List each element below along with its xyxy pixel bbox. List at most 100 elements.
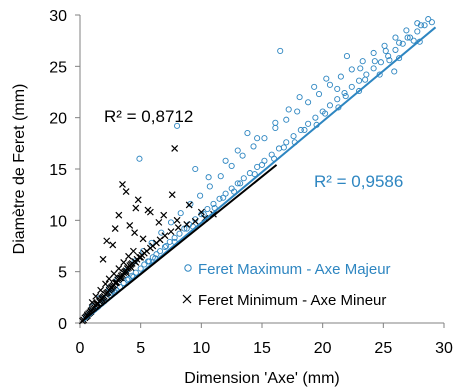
y-tick-label: 15 bbox=[49, 162, 67, 179]
data-point-feret-min bbox=[191, 217, 199, 225]
data-point-feret-max bbox=[392, 34, 399, 41]
data-point-feret-min bbox=[103, 237, 111, 245]
y-tick-label: 10 bbox=[49, 213, 67, 230]
data-point-feret-max bbox=[283, 139, 290, 146]
data-point-feret-max bbox=[334, 85, 341, 92]
data-point-feret-max bbox=[357, 65, 364, 72]
data-point-feret-max bbox=[250, 143, 257, 150]
data-point-feret-max bbox=[386, 57, 393, 64]
data-point-feret-max bbox=[204, 205, 211, 213]
data-point-feret-max bbox=[301, 126, 308, 134]
data-point-feret-max bbox=[206, 183, 213, 190]
legend-marker-min bbox=[182, 294, 192, 304]
data-point-feret-max bbox=[280, 144, 287, 151]
data-point-feret-max bbox=[157, 248, 164, 255]
data-point-feret-max bbox=[153, 251, 160, 258]
data-point-feret-min bbox=[132, 204, 140, 212]
data-point-feret-max bbox=[326, 81, 333, 88]
data-point-feret-min bbox=[99, 255, 107, 263]
data-point-feret-max bbox=[362, 76, 369, 83]
data-point-feret-max bbox=[234, 147, 241, 154]
data-point-feret-max bbox=[146, 258, 153, 265]
r2-label-min: R² = 0,8712 bbox=[104, 107, 193, 126]
y-tick-label: 5 bbox=[58, 265, 67, 282]
x-tick-label: 30 bbox=[435, 340, 453, 357]
data-point-feret-max bbox=[141, 261, 148, 268]
plot-area: 0 5 10 15 20 25 30 0 5 10 15 20 25 30 bbox=[49, 8, 453, 357]
y-tick-label: 25 bbox=[49, 59, 67, 76]
data-point-feret-max bbox=[323, 75, 330, 82]
data-point-feret-min bbox=[155, 218, 163, 226]
data-point-feret-max bbox=[158, 229, 165, 236]
x-tick-label: 0 bbox=[76, 340, 85, 357]
data-point-feret-max bbox=[403, 27, 410, 34]
legend-label-min: Feret Minimum - Axe Mineur bbox=[198, 292, 386, 309]
data-point-feret-min bbox=[173, 216, 181, 224]
y-ticks: 0 5 10 15 20 25 30 bbox=[49, 8, 80, 333]
legend-label-max: Feret Maximum - Axe Majeur bbox=[198, 261, 391, 278]
data-point-feret-max bbox=[192, 165, 199, 173]
data-point-feret-max bbox=[376, 71, 383, 78]
data-point-feret-max bbox=[246, 170, 253, 177]
data-point-feret-max bbox=[311, 83, 318, 90]
legend: Feret Maximum - Axe Majeur Feret Minimum… bbox=[182, 261, 391, 309]
data-point-feret-max bbox=[205, 174, 212, 181]
x-tick-label: 5 bbox=[136, 340, 145, 357]
data-point-feret-max bbox=[237, 180, 244, 187]
data-point-feret-max bbox=[177, 210, 184, 217]
data-point-feret-max bbox=[348, 66, 355, 73]
data-point-feret-max bbox=[370, 65, 377, 72]
data-point-feret-max bbox=[296, 94, 303, 101]
series-feret-minimum-points bbox=[79, 145, 217, 325]
data-point-feret-max bbox=[251, 171, 258, 178]
data-point-feret-max bbox=[341, 89, 348, 97]
data-point-feret-max bbox=[174, 122, 181, 129]
data-point-feret-max bbox=[129, 272, 136, 279]
data-point-feret-max bbox=[137, 265, 144, 272]
y-tick-label: 30 bbox=[49, 8, 67, 25]
data-point-feret-max bbox=[356, 87, 363, 95]
data-point-feret-max bbox=[216, 195, 223, 202]
data-point-feret-max bbox=[272, 124, 279, 131]
x-axis-title: Dimension 'Axe' (mm) bbox=[184, 370, 339, 387]
data-point-feret-min bbox=[171, 145, 179, 152]
data-point-feret-max bbox=[210, 200, 217, 207]
trendlines bbox=[80, 26, 437, 323]
data-point-feret-max bbox=[337, 73, 344, 80]
x-ticks: 0 5 10 15 20 25 30 bbox=[76, 323, 453, 357]
data-point-feret-max bbox=[417, 22, 424, 29]
data-point-feret-max bbox=[258, 161, 266, 168]
data-point-feret-max bbox=[197, 192, 204, 199]
data-point-feret-max bbox=[183, 225, 190, 232]
y-tick-label: 0 bbox=[58, 316, 67, 333]
data-point-feret-max bbox=[239, 152, 246, 159]
data-point-feret-max bbox=[275, 145, 283, 152]
data-point-feret-max bbox=[277, 47, 284, 54]
data-point-feret-max bbox=[290, 133, 297, 140]
data-point-feret-max bbox=[228, 162, 235, 169]
data-point-feret-max bbox=[428, 19, 435, 26]
data-point-feret-max bbox=[414, 28, 421, 35]
data-point-feret-min bbox=[197, 208, 205, 216]
data-point-feret-min bbox=[102, 280, 109, 288]
data-point-feret-max bbox=[406, 34, 414, 41]
data-point-feret-min bbox=[168, 191, 176, 199]
trendline-feret-min bbox=[80, 164, 278, 323]
data-point-feret-min bbox=[144, 206, 152, 214]
data-point-feret-max bbox=[342, 93, 349, 100]
data-point-feret-min bbox=[139, 235, 147, 243]
y-axis-title: Diamètre de Feret (mm) bbox=[11, 84, 28, 255]
x-tick-label: 25 bbox=[374, 340, 392, 357]
data-point-feret-max bbox=[410, 37, 417, 44]
data-point-feret-max bbox=[222, 157, 229, 164]
data-point-feret-max bbox=[399, 40, 406, 47]
data-point-feret-max bbox=[254, 135, 261, 142]
data-point-feret-max bbox=[217, 173, 224, 180]
data-point-feret-min bbox=[129, 247, 137, 255]
data-point-feret-max bbox=[136, 155, 143, 162]
data-point-feret-min bbox=[160, 211, 168, 219]
data-point-feret-min bbox=[109, 241, 117, 249]
data-point-feret-min bbox=[111, 225, 119, 232]
data-point-feret-min bbox=[134, 196, 142, 204]
